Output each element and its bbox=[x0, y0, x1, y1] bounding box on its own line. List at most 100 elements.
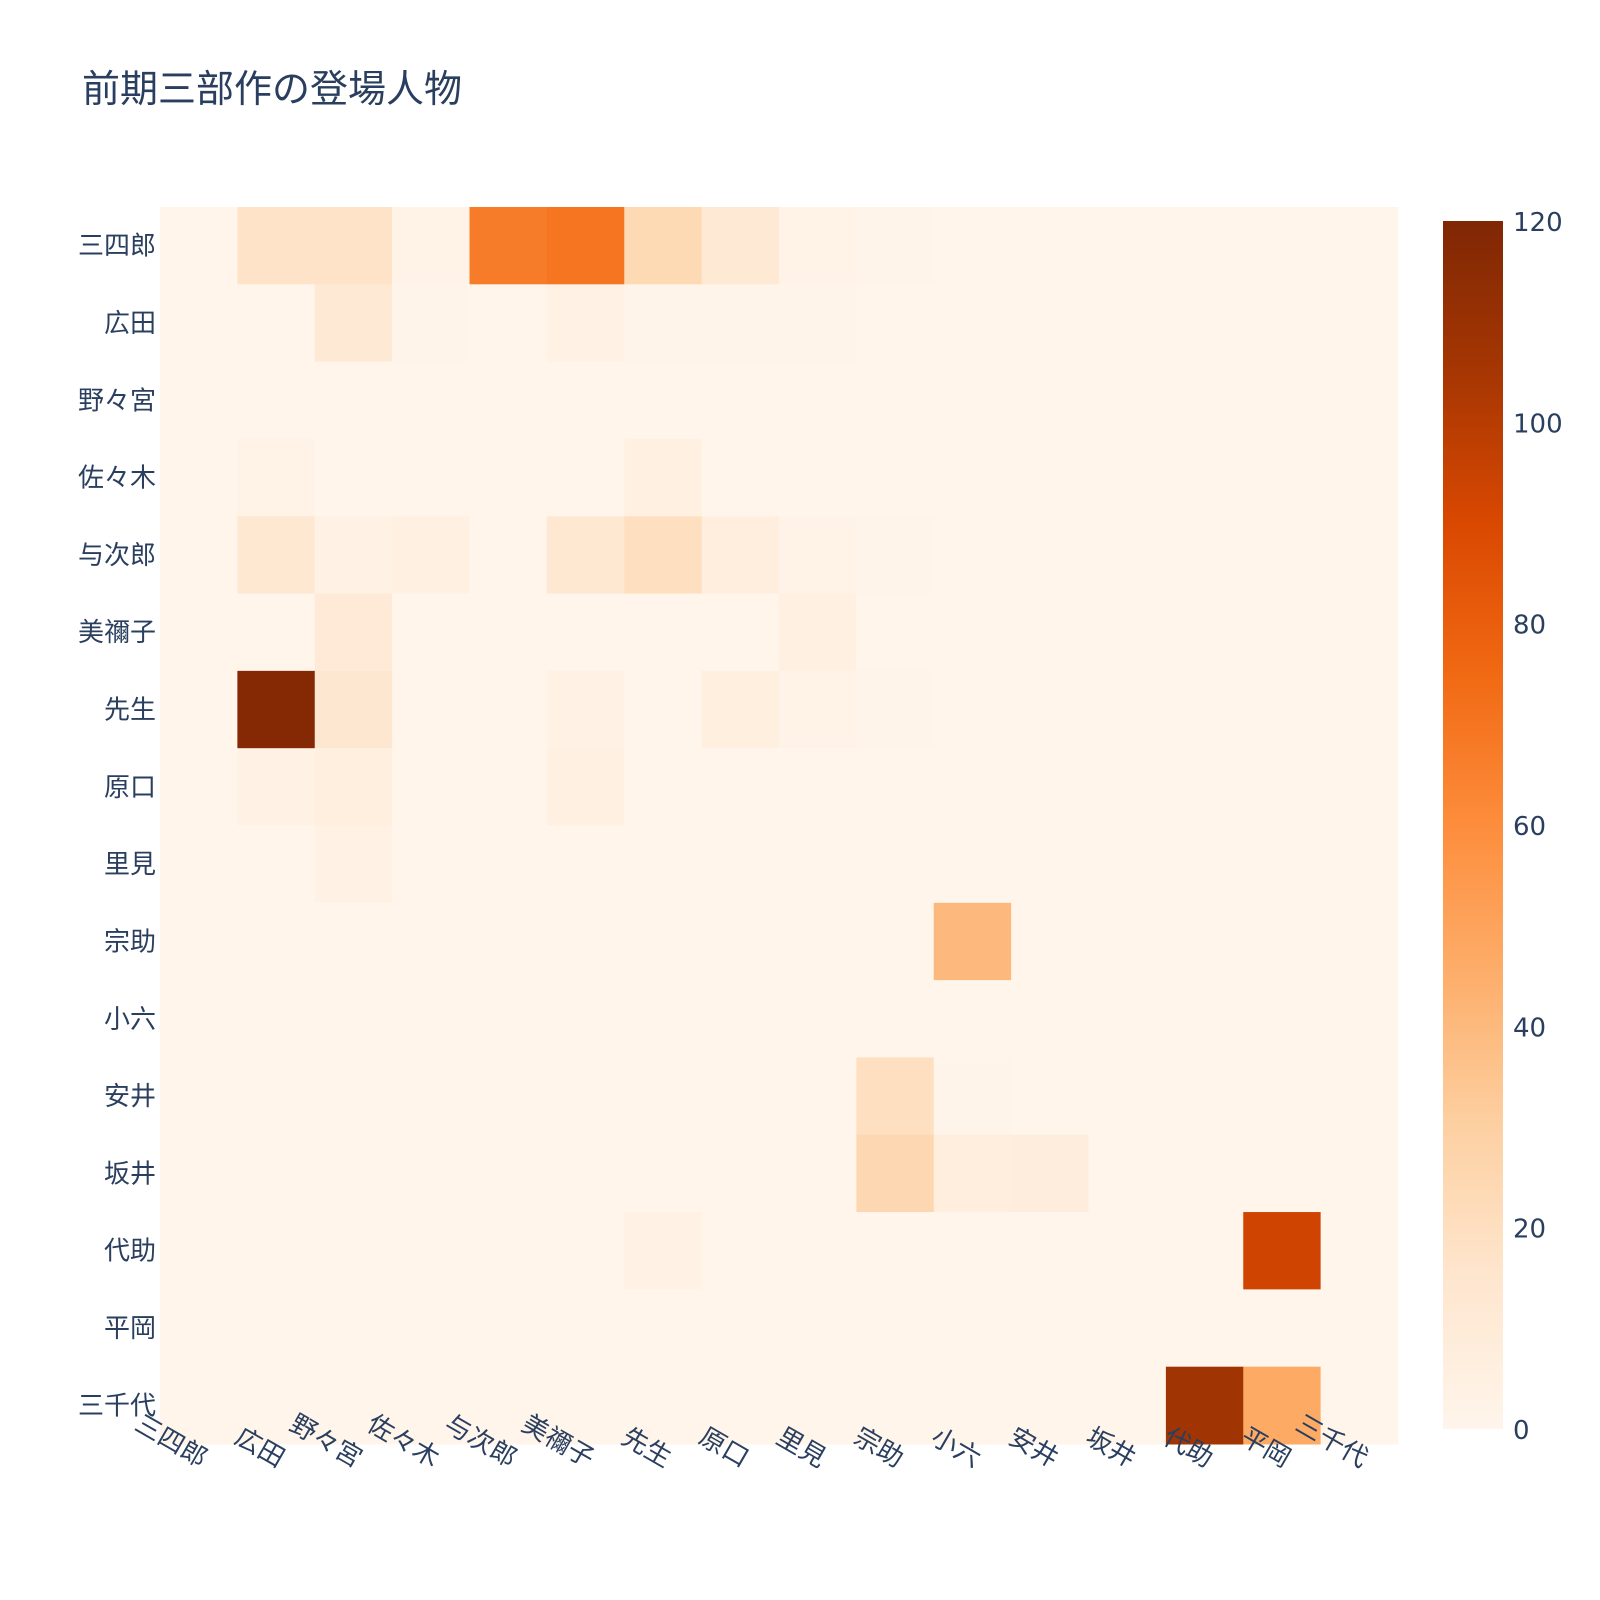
heatmap-cell bbox=[856, 1134, 935, 1213]
heatmap-cell bbox=[314, 902, 393, 981]
heatmap-cell bbox=[779, 1212, 857, 1290]
heatmap-cell bbox=[1011, 1057, 1089, 1136]
heatmap-cell bbox=[314, 980, 393, 1058]
y-tick-label: 安井 bbox=[104, 1082, 156, 1112]
heatmap-cell bbox=[1320, 284, 1399, 363]
heatmap-cell bbox=[469, 1289, 548, 1368]
colorbar-tick-label: 100 bbox=[1513, 409, 1563, 439]
heatmap-cell bbox=[701, 593, 780, 672]
heatmap-cell bbox=[1088, 748, 1167, 826]
y-tick-label: 宗助 bbox=[104, 927, 156, 957]
heatmap-cell bbox=[624, 1212, 703, 1290]
heatmap-cell bbox=[314, 284, 393, 363]
heatmap-cell bbox=[469, 207, 548, 285]
heatmap-cell bbox=[856, 438, 935, 517]
heatmap-cell bbox=[237, 438, 316, 517]
heatmap-cell bbox=[933, 902, 1012, 981]
heatmap-cell bbox=[856, 980, 935, 1058]
heatmap-cell bbox=[392, 361, 470, 440]
heatmap-cell bbox=[1165, 207, 1244, 285]
heatmap-cell bbox=[160, 1057, 238, 1136]
heatmap-cell bbox=[1320, 1134, 1399, 1213]
y-tick-label: 先生 bbox=[104, 696, 156, 726]
heatmap-cell bbox=[856, 902, 935, 981]
heatmap-cell bbox=[546, 1366, 625, 1445]
heatmap-cell bbox=[237, 1289, 316, 1368]
heatmap-cells bbox=[160, 207, 1399, 1445]
heatmap-cell bbox=[469, 980, 548, 1058]
heatmap-cell bbox=[1320, 748, 1399, 826]
y-tick-label: 原口 bbox=[104, 773, 156, 803]
heatmap-cell bbox=[1243, 980, 1322, 1058]
heatmap-cell bbox=[779, 1057, 857, 1136]
y-tick-label: 佐々木 bbox=[78, 464, 156, 494]
heatmap-cell bbox=[1165, 1366, 1244, 1445]
heatmap-cell bbox=[237, 207, 316, 285]
heatmap-cell bbox=[1165, 438, 1244, 517]
heatmap-cell bbox=[856, 593, 935, 672]
heatmap-cell bbox=[779, 593, 857, 672]
heatmap-cell bbox=[469, 1134, 548, 1213]
heatmap-cell bbox=[392, 670, 470, 749]
heatmap-cell bbox=[1243, 1366, 1322, 1445]
heatmap-cell bbox=[314, 1212, 393, 1290]
heatmap-cell bbox=[314, 207, 393, 285]
colorbar-tick-label: 60 bbox=[1513, 812, 1546, 842]
colorbar-ticks: 0 20 40 60 80 100 120 bbox=[1513, 208, 1563, 1446]
colorbar bbox=[1443, 221, 1503, 1429]
heatmap-cell bbox=[392, 825, 470, 904]
heatmap-cell bbox=[779, 1366, 857, 1445]
heatmap-cell bbox=[933, 438, 1012, 517]
heatmap-cell bbox=[392, 207, 470, 285]
heatmap-cell bbox=[933, 1289, 1012, 1368]
heatmap-cell bbox=[1165, 670, 1244, 749]
heatmap-cell bbox=[546, 1134, 625, 1213]
heatmap-cell bbox=[1320, 670, 1399, 749]
heatmap-cell bbox=[1320, 593, 1399, 672]
heatmap-cell bbox=[314, 1134, 393, 1213]
y-tick-label: 野々宮 bbox=[78, 386, 156, 416]
heatmap-cell bbox=[779, 1134, 857, 1213]
heatmap-cell bbox=[392, 284, 470, 363]
y-tick-label: 坂井 bbox=[104, 1159, 156, 1189]
heatmap-cell bbox=[469, 1366, 548, 1445]
y-tick-label: 平岡 bbox=[104, 1314, 156, 1344]
heatmap-cell bbox=[1011, 980, 1089, 1058]
heatmap-cell bbox=[856, 748, 935, 826]
heatmap-cell bbox=[701, 438, 780, 517]
heatmap-cell bbox=[701, 1212, 780, 1290]
heatmap-cell bbox=[624, 1289, 703, 1368]
heatmap-cell bbox=[1165, 980, 1244, 1058]
heatmap-cell bbox=[546, 593, 625, 672]
heatmap-cell bbox=[237, 670, 316, 749]
heatmap-cell bbox=[1088, 1289, 1167, 1368]
heatmap-cell bbox=[856, 670, 935, 749]
colorbar-tick-label: 40 bbox=[1513, 1013, 1546, 1043]
heatmap-cell bbox=[624, 593, 703, 672]
heatmap-cell bbox=[1165, 1134, 1244, 1213]
heatmap-cell bbox=[469, 670, 548, 749]
heatmap-cell bbox=[1165, 284, 1244, 363]
heatmap-cell bbox=[546, 1057, 625, 1136]
heatmap-cell bbox=[392, 1289, 470, 1368]
heatmap-cell bbox=[1165, 1212, 1244, 1290]
heatmap-cell bbox=[1243, 361, 1322, 440]
heatmap-cell bbox=[160, 361, 238, 440]
heatmap-cell bbox=[1320, 1212, 1399, 1290]
heatmap-cell bbox=[469, 516, 548, 595]
heatmap-cell bbox=[160, 825, 238, 904]
heatmap-cell bbox=[1088, 516, 1167, 595]
heatmap-cell bbox=[392, 1366, 470, 1445]
heatmap-cell bbox=[546, 670, 625, 749]
heatmap-cell bbox=[933, 207, 1012, 285]
heatmap-cell bbox=[469, 593, 548, 672]
heatmap-cell bbox=[779, 516, 857, 595]
heatmap-cell bbox=[624, 902, 703, 981]
heatmap-cell bbox=[1088, 825, 1167, 904]
heatmap-cell bbox=[1165, 748, 1244, 826]
heatmap-cell bbox=[1011, 593, 1089, 672]
heatmap-cell bbox=[237, 825, 316, 904]
heatmap-cell bbox=[1088, 1134, 1167, 1213]
heatmap-cell bbox=[1011, 670, 1089, 749]
heatmap-cell bbox=[856, 284, 935, 363]
